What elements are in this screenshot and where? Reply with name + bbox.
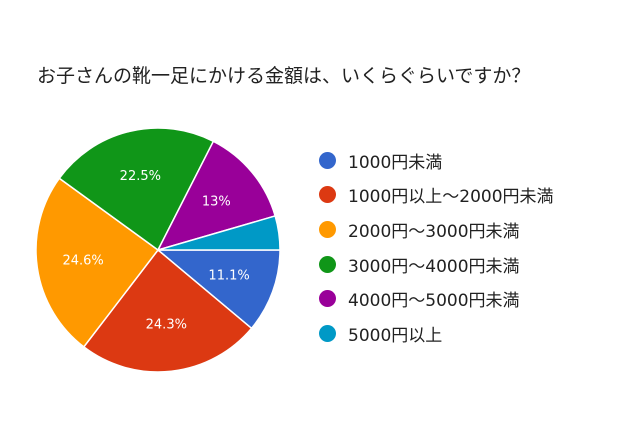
legend-label: 1000円未満	[348, 152, 443, 173]
legend-item: 2000円〜3000円未満	[319, 212, 554, 247]
legend-label: 1000円以上〜2000円未満	[348, 187, 554, 208]
slice-value-label: 13%	[202, 194, 231, 209]
pie-slice-6	[157, 215, 281, 251]
legend-label: 4000円〜5000円未満	[348, 291, 520, 312]
pie-slice-1	[155, 249, 281, 330]
legend-swatch	[319, 324, 336, 342]
legend-item: 1000円未満	[319, 143, 554, 178]
slice-value-label: 11.1%	[208, 268, 249, 283]
legend-swatch	[319, 186, 336, 204]
legend-label: 3000円〜4000円未満	[348, 256, 520, 277]
legend-swatch	[319, 290, 336, 308]
legend-swatch	[319, 220, 336, 238]
legend-item: 4000円〜5000円未満	[319, 281, 554, 316]
legend-item: 5000円以上	[319, 316, 554, 351]
legend-item: 1000円以上〜2000円未満	[319, 178, 554, 213]
pie-slice-2	[82, 248, 253, 373]
legend-label: 5000円以上	[348, 325, 443, 346]
chart-title: お子さんの靴一足にかける金額は、いくらぐらいですか？	[37, 65, 531, 87]
legend-swatch	[319, 255, 336, 273]
pie-slice-4	[58, 127, 215, 252]
slice-value-label: 24.3%	[146, 318, 187, 333]
legend: 1000円未満 1000円以上〜2000円未満 2000円〜3000円未満 3000円…	[319, 143, 554, 351]
legend-item: 3000円〜4000円未満	[319, 247, 554, 282]
slice-value-label: 22.5%	[120, 169, 161, 184]
pie-slice-5	[156, 140, 277, 252]
slice-value-label: 24.6%	[62, 253, 103, 268]
legend-swatch	[319, 151, 336, 169]
legend-label: 2000円〜3000円未満	[348, 221, 520, 242]
pie-slice-3	[35, 177, 160, 348]
